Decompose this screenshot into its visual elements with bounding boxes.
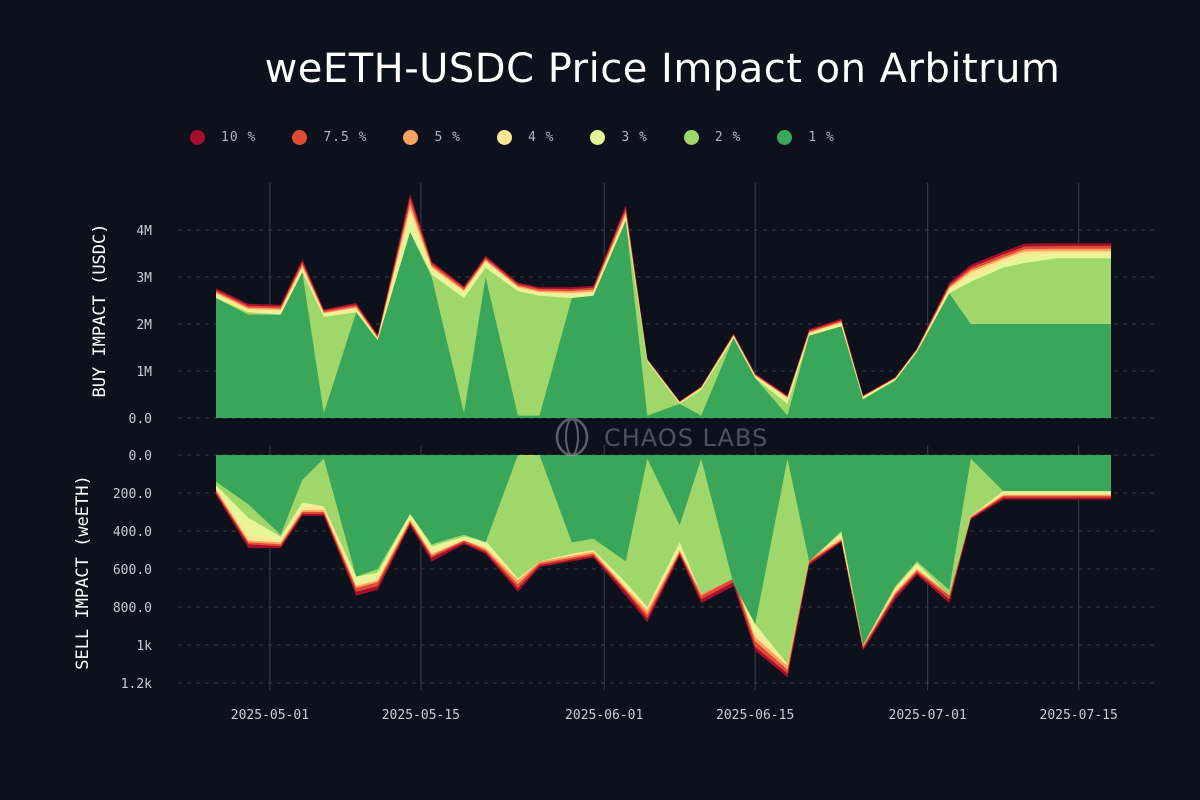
- legend-item[interactable]: 1 %: [777, 130, 834, 145]
- x-tick-label: 2025-06-15: [716, 708, 794, 723]
- sell-y-tick-label: 800.0: [113, 601, 152, 616]
- legend-swatch: [777, 130, 793, 145]
- chaos-labs-logo: [555, 417, 589, 457]
- buy-areas: [216, 193, 1111, 418]
- x-tick-label: 2025-07-01: [889, 708, 967, 723]
- legend-swatch: [683, 130, 699, 145]
- legend-label: 5 %: [434, 130, 461, 145]
- legend-swatch: [292, 130, 308, 145]
- legend-swatch: [403, 130, 419, 145]
- sell-y-tick-label: 200.0: [113, 487, 152, 502]
- legend-label: 4 %: [527, 130, 555, 145]
- sell-y-tick-label: 1.2k: [121, 677, 152, 692]
- buy-area-1pct: [216, 220, 1111, 418]
- chaos-labs-logo-mark-inner: [565, 418, 579, 456]
- x-tick-label: 2025-06-01: [565, 708, 643, 723]
- legend-item[interactable]: 10 %: [190, 130, 256, 145]
- legend-swatch: [590, 130, 606, 145]
- legend-item[interactable]: 7.5 %: [292, 130, 367, 145]
- buy-y-tick-label: 3M: [136, 271, 152, 286]
- legend-label: 10 %: [221, 130, 257, 145]
- sell-area-1pct: [216, 455, 1111, 645]
- buy-y-tick-label: 4M: [136, 224, 152, 239]
- legend-label: 7.5 %: [323, 130, 368, 145]
- watermark-text: CHAOS LABS: [604, 424, 768, 452]
- legend-label: 2 %: [714, 130, 742, 145]
- sell-areas: [216, 455, 1111, 678]
- sell-y-tick-label: 400.0: [113, 525, 152, 540]
- legend-label: 1 %: [808, 130, 835, 145]
- buy-y-tick-label: 1M: [136, 365, 152, 380]
- buy-y-tick-label: 2M: [136, 318, 152, 333]
- x-tick-label: 2025-07-15: [1040, 708, 1118, 723]
- x-tick-label: 2025-05-15: [382, 708, 460, 723]
- sell-y-tick-label: 600.0: [113, 563, 152, 578]
- legend-item[interactable]: 3 %: [590, 130, 647, 145]
- chart-legend: 10 % 7.5 % 5 % 4 % 3 % 2 % 1 %: [190, 130, 871, 145]
- sell-y-tick-label: 0.0: [129, 449, 152, 464]
- buy-axis-title: BUY IMPACT (USDC): [90, 224, 110, 398]
- legend-swatch: [190, 130, 205, 145]
- chart-title: weETH-USDC Price Impact on Arbitrum: [264, 46, 1061, 92]
- legend-item[interactable]: 2 %: [683, 130, 742, 145]
- buy-y-tick-label: 0.0: [129, 412, 152, 427]
- sell-y-tick-label: 1k: [136, 639, 152, 654]
- legend-item[interactable]: 4 %: [496, 130, 555, 145]
- x-tick-label: 2025-05-01: [231, 708, 309, 723]
- sell-axis-title: SELL IMPACT (weETH): [73, 475, 93, 669]
- legend-item[interactable]: 5 %: [403, 130, 460, 145]
- legend-swatch: [496, 130, 512, 145]
- legend-label: 3 %: [621, 130, 648, 145]
- chaos-labs-logo-mark: [555, 417, 589, 457]
